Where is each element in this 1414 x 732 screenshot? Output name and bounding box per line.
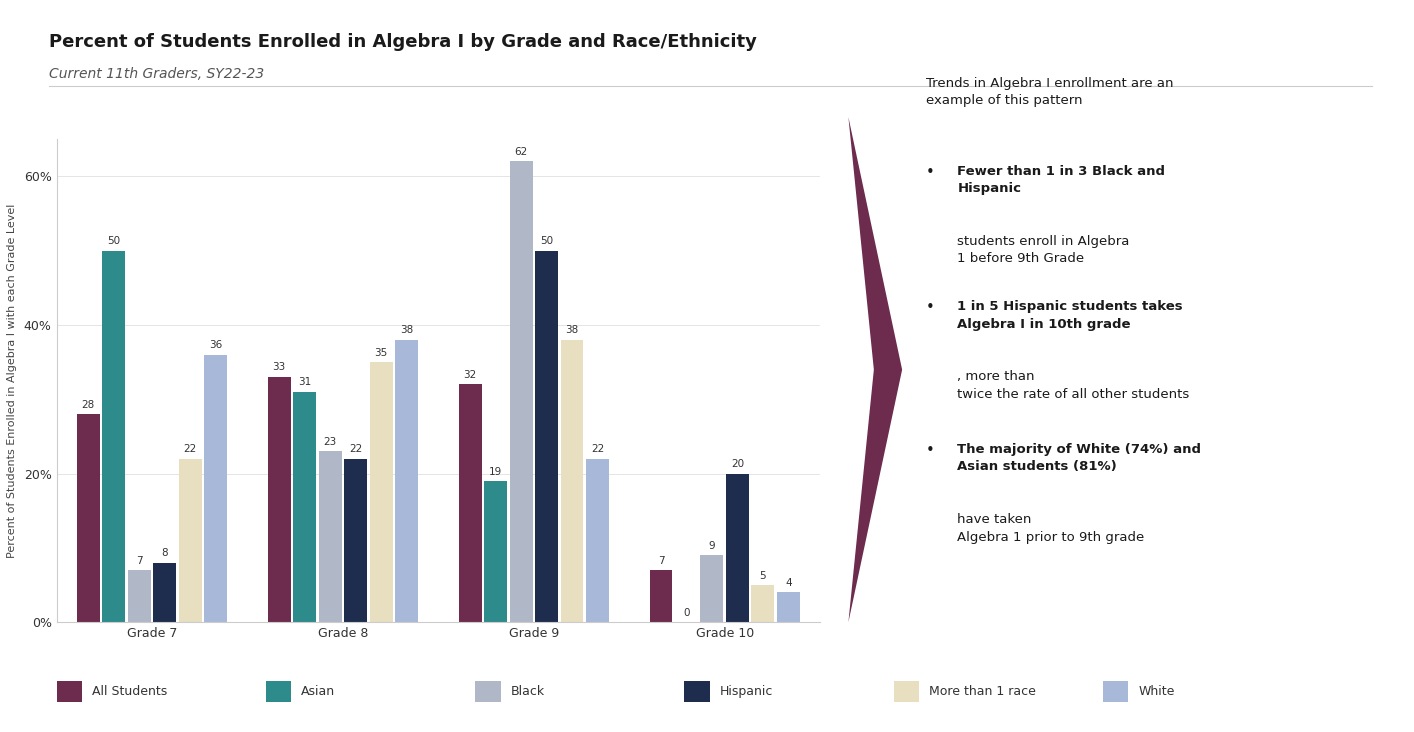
- Text: White: White: [1138, 684, 1175, 698]
- Bar: [585, 459, 609, 622]
- Text: •: •: [926, 300, 935, 315]
- Text: Black: Black: [510, 684, 544, 698]
- Bar: [102, 250, 126, 622]
- Text: 9: 9: [708, 541, 715, 551]
- Text: •: •: [926, 443, 935, 458]
- Text: 0: 0: [683, 608, 690, 618]
- Text: •: •: [926, 165, 935, 179]
- Text: 38: 38: [400, 325, 413, 335]
- Text: Hispanic: Hispanic: [720, 684, 773, 698]
- Text: 23: 23: [324, 437, 337, 447]
- Text: All Students: All Students: [92, 684, 167, 698]
- Bar: [153, 563, 177, 622]
- Text: 20: 20: [731, 459, 744, 469]
- Text: Percent of Students Enrolled in Algebra I by Grade and Race/Ethnicity: Percent of Students Enrolled in Algebra …: [49, 33, 758, 51]
- Bar: [649, 570, 673, 622]
- Text: 62: 62: [515, 147, 527, 157]
- Text: 32: 32: [464, 370, 477, 380]
- Text: 33: 33: [273, 362, 286, 373]
- Bar: [534, 250, 559, 622]
- Text: 7: 7: [136, 556, 143, 566]
- Bar: [776, 592, 800, 622]
- Text: More than 1 race: More than 1 race: [929, 684, 1036, 698]
- Text: 1 in 5 Hispanic students takes
Algebra I in 10th grade: 1 in 5 Hispanic students takes Algebra I…: [957, 300, 1184, 331]
- Text: 22: 22: [349, 444, 362, 455]
- Text: 35: 35: [375, 348, 387, 358]
- Bar: [395, 340, 419, 622]
- Text: 50: 50: [540, 236, 553, 246]
- Bar: [178, 459, 202, 622]
- Text: 28: 28: [82, 400, 95, 410]
- Text: 22: 22: [184, 444, 197, 455]
- Text: 8: 8: [161, 548, 168, 559]
- Bar: [509, 161, 533, 622]
- Bar: [725, 474, 749, 622]
- Text: 5: 5: [759, 570, 766, 580]
- Text: 19: 19: [489, 466, 502, 477]
- Bar: [369, 362, 393, 622]
- Text: The majority of White (74%) and
Asian students (81%): The majority of White (74%) and Asian st…: [957, 443, 1202, 474]
- Text: 7: 7: [658, 556, 665, 566]
- Bar: [293, 392, 317, 622]
- Bar: [700, 556, 724, 622]
- Text: 4: 4: [785, 578, 792, 588]
- Bar: [344, 459, 368, 622]
- Text: students enroll in Algebra
1 before 9th Grade: students enroll in Algebra 1 before 9th …: [957, 235, 1130, 266]
- Text: , more than
twice the rate of all other students: , more than twice the rate of all other …: [957, 370, 1189, 401]
- Text: 38: 38: [566, 325, 578, 335]
- Text: Trends in Algebra I enrollment are an
example of this pattern: Trends in Algebra I enrollment are an ex…: [926, 77, 1174, 108]
- Y-axis label: Percent of Students Enrolled in Algebra I with each Grade Level: Percent of Students Enrolled in Algebra …: [7, 203, 17, 558]
- Bar: [458, 384, 482, 622]
- Bar: [751, 585, 775, 622]
- Bar: [76, 414, 100, 622]
- Text: 31: 31: [298, 377, 311, 387]
- Bar: [318, 451, 342, 622]
- Bar: [267, 377, 291, 622]
- Text: Fewer than 1 in 3 Black and
Hispanic: Fewer than 1 in 3 Black and Hispanic: [957, 165, 1165, 195]
- Bar: [560, 340, 584, 622]
- Bar: [484, 481, 508, 622]
- Text: 22: 22: [591, 444, 604, 455]
- Bar: [127, 570, 151, 622]
- Text: Asian: Asian: [301, 684, 335, 698]
- Text: 50: 50: [107, 236, 120, 246]
- Text: Current 11th Graders, SY22-23: Current 11th Graders, SY22-23: [49, 67, 264, 81]
- Text: have taken
Algebra 1 prior to 9th grade: have taken Algebra 1 prior to 9th grade: [957, 513, 1144, 544]
- Bar: [204, 354, 228, 622]
- Text: 36: 36: [209, 340, 222, 350]
